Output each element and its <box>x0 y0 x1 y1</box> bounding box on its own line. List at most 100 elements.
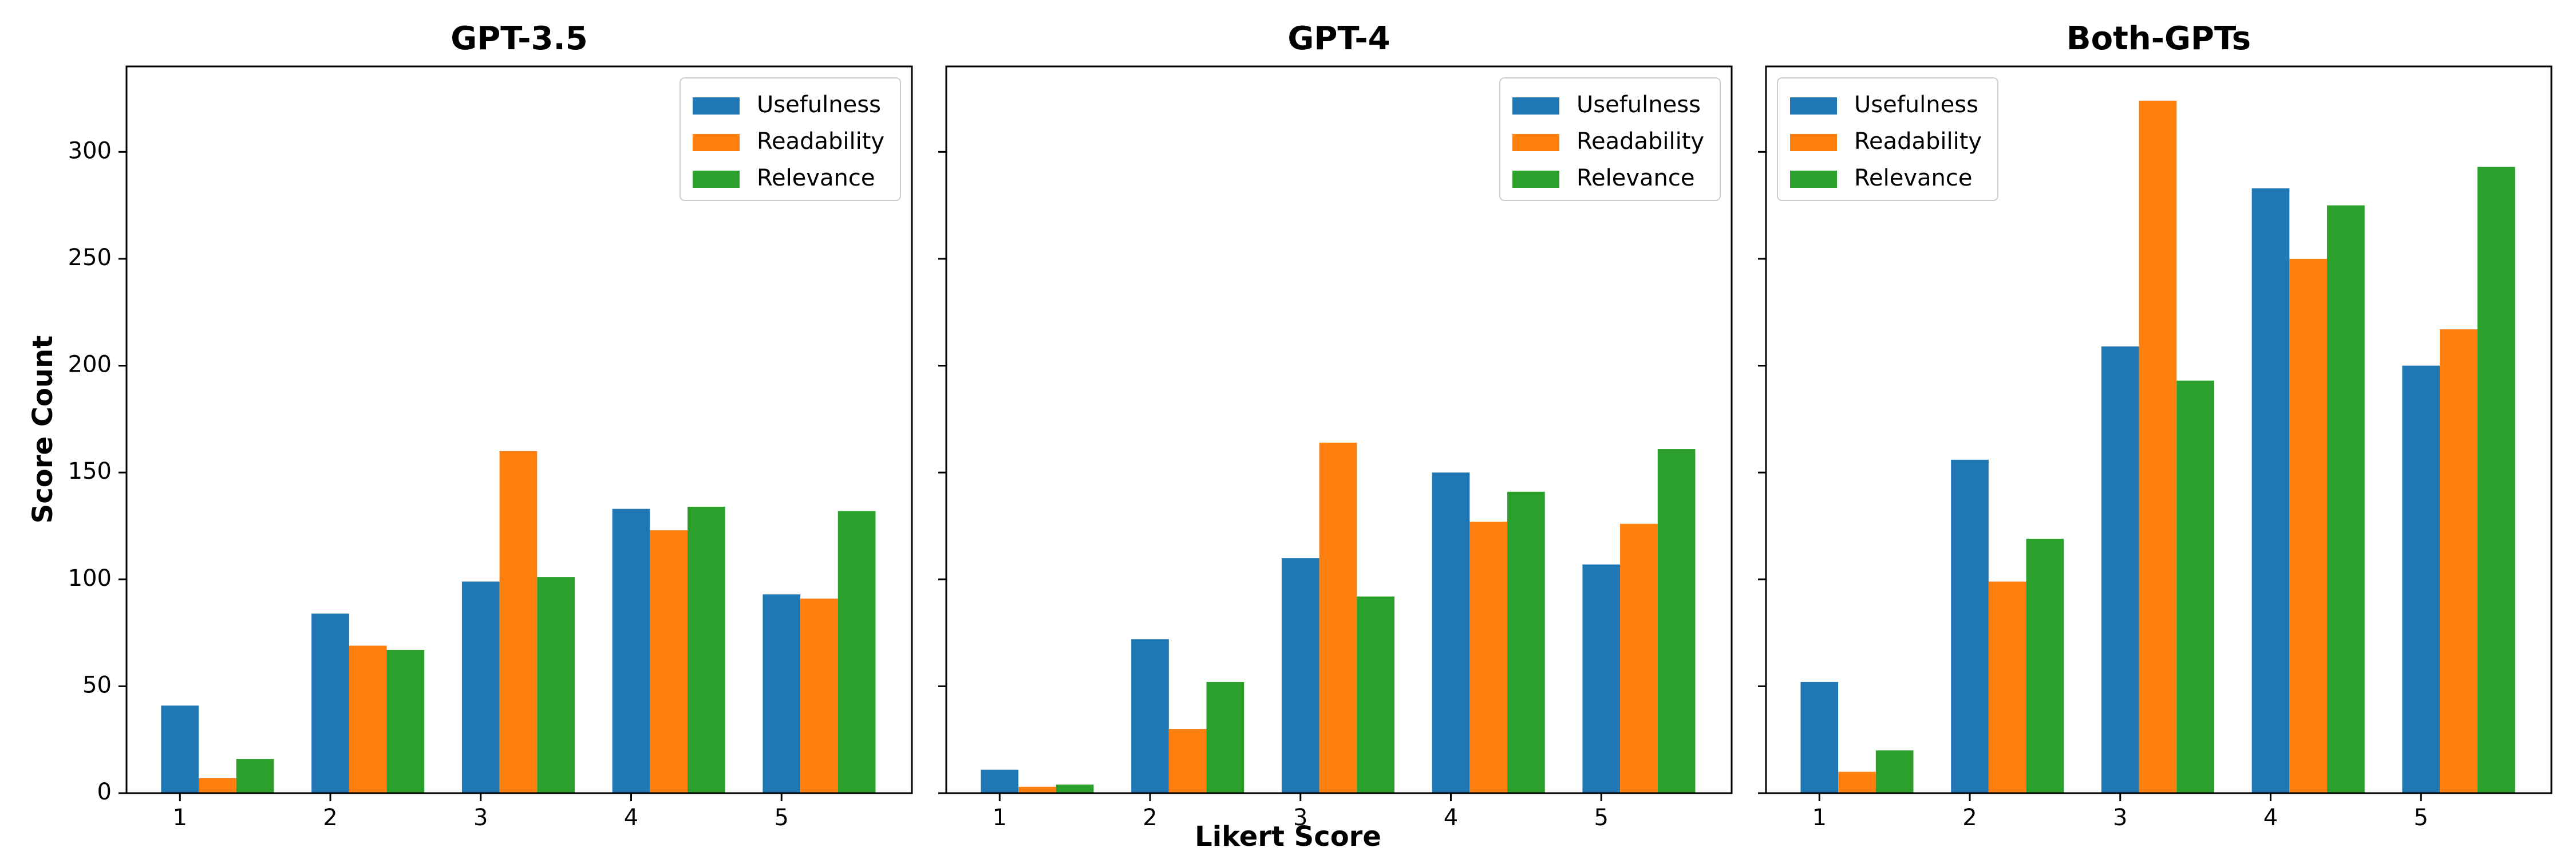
legend: Usefulness Readability Relevance <box>1499 77 1721 201</box>
bar-readability-5 <box>2440 329 2478 793</box>
legend: Usefulness Readability Relevance <box>1777 77 1998 201</box>
x-tick-label: 1 <box>993 805 1007 831</box>
chart-title: GPT-4 <box>1287 20 1390 57</box>
x-tick-label: 5 <box>1594 805 1609 831</box>
bar-readability-1 <box>199 778 236 793</box>
bar-usefulness-2 <box>1131 639 1169 793</box>
y-tick-label: 150 <box>68 458 112 484</box>
legend-swatch-readability <box>1790 134 1837 151</box>
plot-frame <box>125 65 913 794</box>
bar-usefulness-2 <box>1951 459 1989 793</box>
y-tick-label: 0 <box>97 779 112 805</box>
x-tick-label: 2 <box>323 805 337 831</box>
chart-title: Both-GPTs <box>2067 20 2251 57</box>
legend-label-relevance: Relevance <box>1854 165 1972 191</box>
bar-readability-3 <box>1319 442 1357 793</box>
bar-readability-3 <box>2139 100 2177 794</box>
bar-relevance-1 <box>1875 750 1914 793</box>
x-tick-label: 1 <box>173 805 187 831</box>
bar-usefulness-1 <box>161 705 199 793</box>
bar-usefulness-1 <box>1800 681 1839 793</box>
bar-relevance-2 <box>2026 538 2064 793</box>
x-tick-label: 4 <box>2263 805 2278 831</box>
x-axis-label: Likert Score <box>1195 821 1381 853</box>
bar-usefulness-4 <box>1432 472 1470 793</box>
bar-relevance-1 <box>1056 785 1094 793</box>
chart-title: GPT-3.5 <box>451 20 587 57</box>
bar-readability-1 <box>1838 771 1876 793</box>
bar-relevance-4 <box>1507 491 1545 793</box>
legend-swatch-relevance <box>693 171 740 188</box>
legend-swatch-usefulness <box>1790 97 1837 115</box>
bar-readability-4 <box>2289 258 2328 793</box>
y-tick-label: 100 <box>68 565 112 592</box>
bar-relevance-5 <box>2477 167 2515 793</box>
x-tick-label: 5 <box>775 805 789 831</box>
bar-readability-2 <box>349 645 387 793</box>
legend-label-relevance: Relevance <box>757 165 875 191</box>
x-tick-label: 3 <box>473 805 488 831</box>
legend-label-readability: Readability <box>1577 128 1704 155</box>
legend-label-readability: Readability <box>757 128 884 155</box>
legend-swatch-relevance <box>1512 171 1559 188</box>
chart-panel-2: GPT-4 1 2 3 4 5 Usefulness Readability Relevance <box>938 20 1733 831</box>
legend-swatch-relevance <box>1790 171 1837 188</box>
legend-label-relevance: Relevance <box>1577 165 1694 191</box>
x-tick-label: 2 <box>1962 805 1977 831</box>
panels: GPT-3.5 0 50 100 150 200 250 300 1 2 3 4 5 Usefulness… <box>68 20 2553 831</box>
bar-readability-2 <box>1168 729 1207 793</box>
x-tick-label: 4 <box>1444 805 1458 831</box>
bar-relevance-3 <box>537 577 575 793</box>
bar-usefulness-3 <box>461 581 500 793</box>
bar-relevance-4 <box>2327 205 2365 794</box>
legend: Usefulness Readability Relevance <box>679 77 901 201</box>
bar-relevance-3 <box>1357 596 1394 793</box>
y-tick-label: 250 <box>68 245 112 271</box>
bar-usefulness-5 <box>2402 365 2440 793</box>
legend-label-usefulness: Usefulness <box>1577 92 1701 118</box>
y-tick-label: 200 <box>68 352 112 378</box>
bar-relevance-2 <box>1206 681 1244 793</box>
bar-usefulness-3 <box>2101 346 2139 793</box>
legend-label-usefulness: Usefulness <box>1854 92 1978 118</box>
bar-relevance-5 <box>1657 449 1696 793</box>
bar-readability-1 <box>1018 786 1056 793</box>
bar-usefulness-4 <box>612 509 650 793</box>
legend-swatch-readability <box>693 134 740 151</box>
x-tick-label: 3 <box>1293 805 1307 831</box>
plot-frame <box>945 65 1733 794</box>
bar-relevance-4 <box>688 506 725 793</box>
x-tick-label: 1 <box>1812 805 1827 831</box>
legend-swatch-usefulness <box>1512 97 1559 115</box>
bar-relevance-5 <box>837 511 876 793</box>
y-tick-label: 300 <box>68 137 112 164</box>
y-tick-label: 50 <box>82 672 112 698</box>
legend-label-usefulness: Usefulness <box>757 92 881 118</box>
x-tick-label: 4 <box>624 805 638 831</box>
plot-frame <box>1765 65 2553 794</box>
bar-usefulness-5 <box>762 594 801 793</box>
bar-readability-4 <box>650 530 688 793</box>
legend-swatch-readability <box>1512 134 1559 151</box>
bar-relevance-2 <box>386 649 425 793</box>
bar-relevance-3 <box>2176 380 2214 793</box>
bar-usefulness-4 <box>2251 188 2290 793</box>
x-tick-label: 3 <box>2113 805 2127 831</box>
chart-panel-3: Both-GPTs 1 2 3 4 5 Usefulness Readability Relev… <box>1758 20 2553 831</box>
bar-usefulness-5 <box>1582 564 1621 793</box>
bar-usefulness-1 <box>981 769 1019 793</box>
chart-panel-1: GPT-3.5 0 50 100 150 200 250 300 1 2 3 4 5 Usefulness… <box>68 20 913 831</box>
bar-readability-3 <box>499 451 538 793</box>
bar-readability-2 <box>1988 581 2026 793</box>
bar-usefulness-3 <box>1281 558 1319 793</box>
legend-label-readability: Readability <box>1854 128 1982 155</box>
x-tick-label: 2 <box>1143 805 1157 831</box>
x-tick-label: 5 <box>2414 805 2428 831</box>
bar-usefulness-2 <box>311 613 349 793</box>
bar-readability-5 <box>800 598 838 793</box>
y-axis-label: Score Count <box>27 336 59 523</box>
bar-readability-4 <box>1469 521 1508 793</box>
legend-swatch-usefulness <box>693 97 740 115</box>
bar-relevance-1 <box>236 759 274 793</box>
